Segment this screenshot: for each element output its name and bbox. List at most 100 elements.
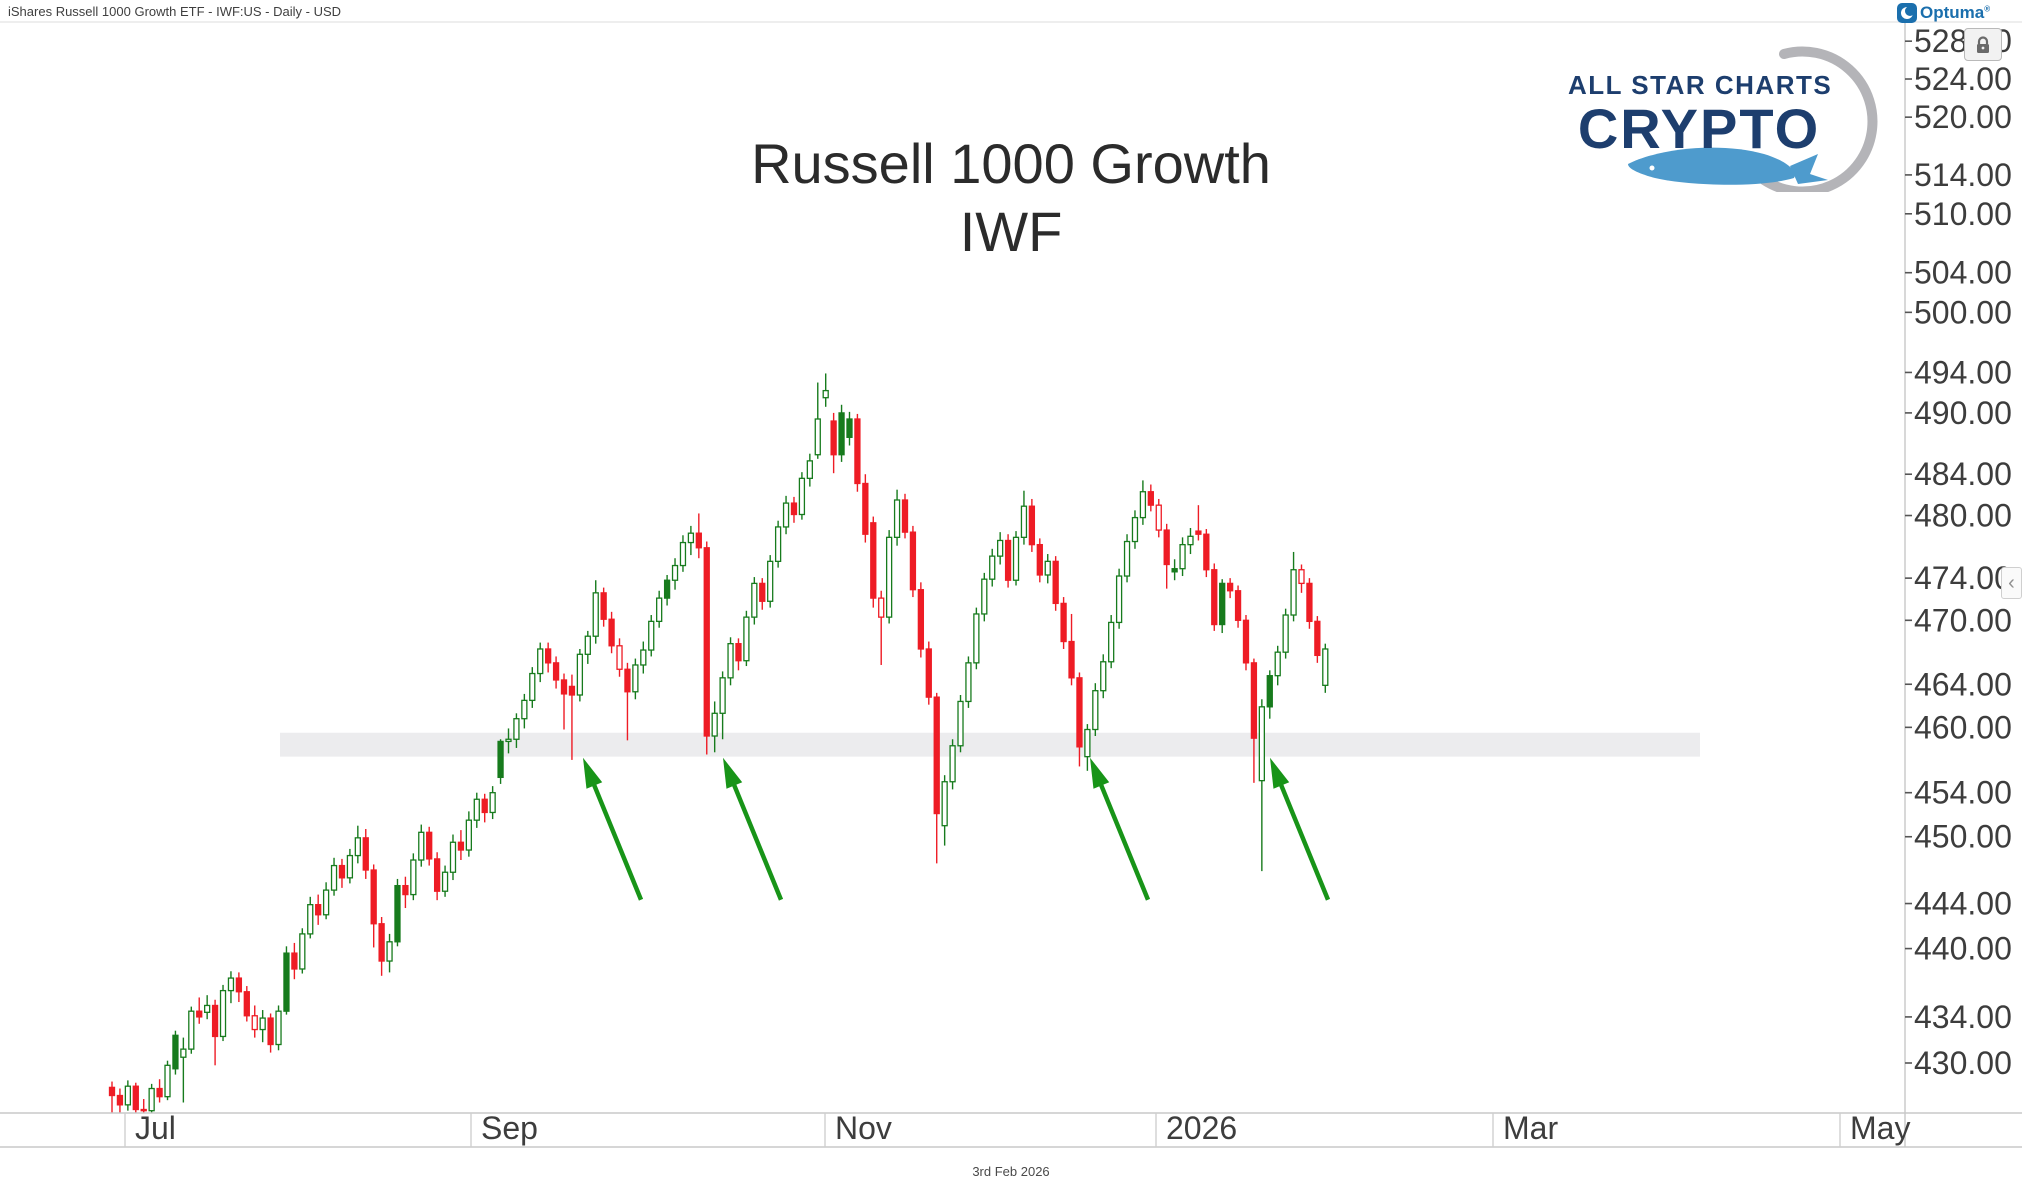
candle-body <box>354 837 361 857</box>
chart-header-title: iShares Russell 1000 Growth ETF - IWF:US… <box>8 4 342 19</box>
axis-lock-button[interactable] <box>1964 28 2002 61</box>
chevron-left-icon: ‹ <box>2008 572 2015 594</box>
candle-body <box>1131 516 1139 543</box>
candle-body <box>433 858 441 892</box>
optuma-icon <box>1897 3 1917 23</box>
candle-body <box>108 1086 116 1097</box>
candle-body <box>965 662 972 703</box>
candle-body <box>1314 620 1321 657</box>
candle-body <box>576 653 584 696</box>
candle-body <box>798 477 806 516</box>
candle-body <box>656 597 663 623</box>
candle-body <box>378 923 385 962</box>
support-test-arrow[interactable] <box>723 757 784 901</box>
candle-body <box>1298 569 1305 585</box>
candle-body <box>1306 582 1313 623</box>
candle-body <box>330 864 338 891</box>
candle-body <box>211 1004 219 1038</box>
candle-body <box>1012 536 1020 581</box>
candle-body <box>997 539 1004 557</box>
candle-body <box>1036 543 1043 576</box>
candle-body <box>545 648 552 664</box>
candle-body <box>299 933 306 970</box>
candle-body <box>917 589 925 650</box>
candle-body <box>973 613 980 664</box>
candle-body <box>679 541 687 567</box>
candle-body <box>315 904 322 916</box>
candle-body <box>243 991 250 1017</box>
candle-body <box>949 745 956 783</box>
candle-body <box>291 952 298 970</box>
y-axis-price-label: 524.00 <box>1914 61 2012 97</box>
candle-body <box>156 1087 163 1098</box>
candle-body <box>148 1087 155 1112</box>
x-axis-month-label: May <box>1850 1110 1910 1146</box>
lock-icon <box>1977 35 1989 53</box>
optuma-registered-mark: ® <box>1984 4 1991 14</box>
candle-body <box>386 941 393 962</box>
support-test-arrow[interactable] <box>583 757 644 901</box>
candle-body <box>497 740 504 779</box>
candle-body <box>1203 533 1210 571</box>
candle-body <box>624 668 631 693</box>
candle-body <box>235 977 243 993</box>
candle-body <box>719 677 726 714</box>
y-axis-price-label: 520.00 <box>1914 99 2012 135</box>
candle-body <box>703 547 710 737</box>
candle-body <box>671 564 679 581</box>
candle-body <box>346 854 354 879</box>
y-axis-price-label: 434.00 <box>1914 999 2012 1035</box>
candle-body <box>814 418 821 456</box>
candle-body <box>188 1010 195 1050</box>
candle-body <box>552 662 560 681</box>
candle-body <box>989 555 996 580</box>
x-axis-month-label: 2026 <box>1166 1110 1237 1146</box>
axis-collapse-button[interactable]: ‹ <box>2001 567 2022 599</box>
candle-body <box>687 532 695 544</box>
candle-body <box>901 499 909 533</box>
y-axis-price-label: 490.00 <box>1914 395 2012 431</box>
candle-body <box>870 522 877 599</box>
candle-body <box>1258 706 1265 782</box>
candle-body <box>537 648 544 675</box>
support-test-arrow[interactable] <box>1090 757 1151 901</box>
y-axis-price-label: 480.00 <box>1914 498 2012 534</box>
candle-body <box>1195 530 1202 535</box>
candle-body <box>751 582 758 618</box>
candle-body <box>426 831 433 860</box>
candle-body <box>735 643 742 662</box>
candle-body <box>1020 505 1028 538</box>
candle-body <box>370 869 377 925</box>
y-axis-price-label: 444.00 <box>1914 886 2012 922</box>
candle-body <box>132 1085 139 1111</box>
candle-body <box>124 1085 132 1106</box>
support-test-arrow[interactable] <box>1270 757 1331 901</box>
candle-body <box>663 579 671 599</box>
y-axis-price-label: 504.00 <box>1914 255 2012 291</box>
x-axis-month-label: Sep <box>481 1110 538 1146</box>
y-axis-price-label: 484.00 <box>1914 456 2012 492</box>
candle-body <box>838 412 845 456</box>
candle-body <box>362 837 369 871</box>
candle-body <box>1219 582 1226 626</box>
candle-body <box>1004 539 1012 581</box>
y-axis-price-label: 474.00 <box>1914 560 2012 596</box>
candle-body <box>822 389 829 399</box>
candle-body <box>251 1015 258 1031</box>
candle-body <box>1108 621 1115 663</box>
candle-body <box>957 700 964 747</box>
candle-body <box>307 904 314 935</box>
candle-body <box>854 418 861 485</box>
candle-body <box>1282 614 1289 653</box>
y-axis-price-label: 494.00 <box>1914 354 2012 390</box>
candle-body <box>283 952 290 1012</box>
candle-body <box>1115 575 1123 624</box>
candle-body <box>600 592 607 620</box>
candle-body <box>560 679 568 695</box>
candle-body <box>893 499 901 538</box>
support-zone-band[interactable] <box>280 732 1700 757</box>
candle-body <box>529 672 536 702</box>
candle-body <box>1250 662 1258 739</box>
candle-body <box>925 648 932 698</box>
